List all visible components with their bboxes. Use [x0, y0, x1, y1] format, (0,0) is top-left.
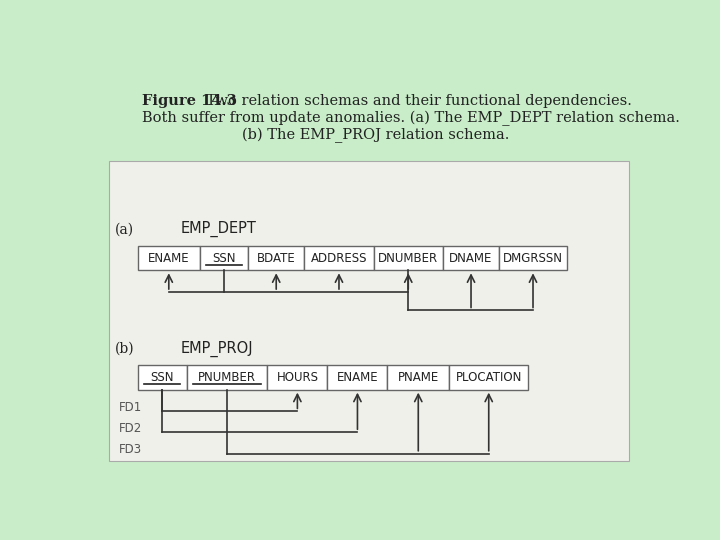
Text: Both suffer from update anomalies. (a) The EMP_DEPT relation schema.: Both suffer from update anomalies. (a) T…	[142, 111, 680, 126]
Text: ADDRESS: ADDRESS	[311, 252, 367, 265]
Text: PNUMBER: PNUMBER	[198, 371, 256, 384]
Text: SSN: SSN	[150, 371, 174, 384]
Text: (b) The EMP_PROJ relation schema.: (b) The EMP_PROJ relation schema.	[242, 128, 509, 143]
Text: (b): (b)	[115, 342, 135, 356]
Text: Figure 14.3: Figure 14.3	[142, 94, 236, 108]
Text: ENAME: ENAME	[148, 252, 189, 265]
Bar	[138, 246, 199, 271]
Text: EMP_PROJ: EMP_PROJ	[180, 340, 253, 356]
Text: SSN: SSN	[212, 252, 235, 265]
Bar	[109, 161, 629, 461]
Text: DMGRSSN: DMGRSSN	[503, 252, 563, 265]
Text: FD2: FD2	[119, 422, 142, 435]
Text: PLOCATION: PLOCATION	[456, 371, 522, 384]
Text: ENAME: ENAME	[337, 371, 378, 384]
Bar	[449, 365, 528, 390]
Text: (a): (a)	[115, 222, 134, 237]
Bar	[328, 365, 387, 390]
Bar	[186, 365, 267, 390]
Text: HOURS: HOURS	[276, 371, 318, 384]
Bar	[443, 246, 499, 271]
Bar	[248, 246, 305, 271]
Text: DNAME: DNAME	[449, 252, 492, 265]
Bar	[374, 246, 443, 271]
Bar	[305, 246, 374, 271]
Bar	[199, 246, 248, 271]
Bar	[267, 365, 328, 390]
Text: BDATE: BDATE	[257, 252, 296, 265]
Text: Two relation schemas and their functional dependencies.: Two relation schemas and their functiona…	[197, 94, 632, 108]
Text: FD1: FD1	[119, 401, 142, 414]
Text: FD3: FD3	[119, 443, 142, 456]
Text: EMP_DEPT: EMP_DEPT	[180, 221, 256, 237]
Bar	[138, 365, 186, 390]
Text: DNUMBER: DNUMBER	[378, 252, 438, 265]
Text: PNAME: PNAME	[397, 371, 439, 384]
Bar	[499, 246, 567, 271]
Bar	[387, 365, 449, 390]
